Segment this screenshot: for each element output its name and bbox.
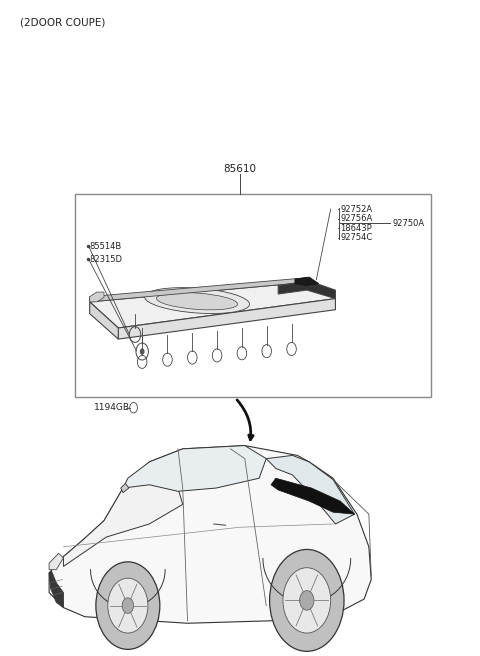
Ellipse shape: [156, 293, 238, 310]
Circle shape: [283, 567, 331, 633]
Text: 92752A: 92752A: [340, 205, 372, 214]
Circle shape: [122, 598, 133, 613]
Text: (2DOOR COUPE): (2DOOR COUPE): [21, 18, 106, 28]
Circle shape: [270, 550, 344, 651]
Polygon shape: [49, 571, 63, 607]
Polygon shape: [118, 298, 336, 339]
Text: 85514B: 85514B: [90, 242, 122, 251]
Polygon shape: [49, 554, 63, 569]
Polygon shape: [123, 445, 266, 491]
Text: 92756A: 92756A: [340, 215, 372, 224]
Circle shape: [96, 562, 160, 649]
Polygon shape: [90, 292, 104, 302]
Text: 92750A: 92750A: [393, 219, 425, 228]
Ellipse shape: [144, 287, 250, 314]
Polygon shape: [49, 445, 371, 623]
Circle shape: [140, 348, 144, 355]
Polygon shape: [295, 277, 319, 285]
Polygon shape: [63, 482, 183, 566]
Text: 82315D: 82315D: [90, 255, 123, 264]
Bar: [75, 194, 431, 397]
Polygon shape: [90, 302, 118, 339]
Polygon shape: [90, 282, 336, 328]
Polygon shape: [266, 455, 355, 524]
Polygon shape: [271, 478, 355, 514]
Text: 92754C: 92754C: [340, 234, 372, 242]
Circle shape: [108, 578, 148, 633]
Polygon shape: [90, 277, 307, 302]
Polygon shape: [120, 483, 129, 493]
Text: 18643P: 18643P: [340, 224, 372, 233]
Polygon shape: [278, 281, 336, 298]
Text: 85610: 85610: [224, 165, 256, 174]
Circle shape: [300, 590, 314, 610]
Text: 1194GB: 1194GB: [95, 403, 131, 412]
